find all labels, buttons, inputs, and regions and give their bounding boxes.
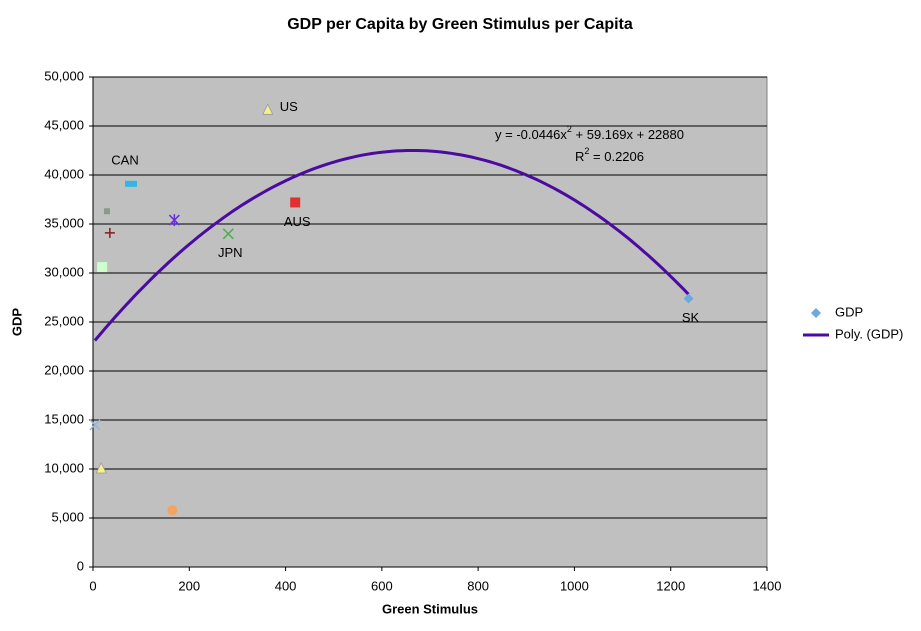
point [683,293,694,304]
y-tick-label: 10,000 [44,460,84,475]
y-tick-label: 45,000 [44,117,84,132]
y-tick-label: 25,000 [44,313,84,328]
x-axis-title: Green Stimulus [382,601,478,616]
point [97,262,108,273]
y-tick-label: 15,000 [44,411,84,426]
point [222,228,234,240]
y-tick-label: 0 [77,558,84,573]
x-tick-label: 200 [178,578,200,593]
x-tick-label: 800 [467,578,489,593]
point [89,419,101,431]
point [168,214,180,227]
point [95,462,107,474]
point [103,208,110,215]
y-tick-label: 5,000 [51,509,84,524]
legend-label: Poly. (GDP) [835,326,903,341]
point-label: AUS [284,214,311,229]
point-label: SK [682,310,700,325]
x-tick-label: 1200 [656,578,685,593]
x-tick-label: 0 [89,578,96,593]
y-tick-label: 20,000 [44,362,84,377]
equation-part: y = -0.0446x [495,127,567,142]
point-label: CAN [111,152,138,167]
superscript: 2 [584,146,589,156]
point [167,505,178,516]
point [290,197,301,208]
y-tick-label: 50,000 [44,68,84,83]
x-tick-label: 400 [275,578,297,593]
legend-label: GDP [835,304,863,319]
x-tick-label: 1000 [560,578,589,593]
equation-part: R [575,149,584,164]
point [104,227,115,238]
trendline-equation: R2 = 0.2206 [575,146,644,164]
point [262,103,274,115]
superscript: 2 [567,124,572,134]
chart-title: GDP per Capita by Green Stimulus per Cap… [287,16,633,33]
point-label: JPN [218,245,243,260]
trendline-equation: y = -0.0446x2 + 59.169x + 22880 [495,124,684,142]
y-tick-label: 30,000 [44,264,84,279]
equation-part: = 0.2206 [589,149,644,164]
equation-part: + 59.169x + 22880 [572,127,684,142]
legend-marker [811,308,821,318]
x-tick-label: 1400 [753,578,782,593]
trendline [93,149,690,342]
point-label: US [280,99,298,114]
x-tick-label: 600 [371,578,393,593]
y-tick-label: 35,000 [44,215,84,230]
y-tick-label: 40,000 [44,166,84,181]
y-axis-title: GDP [9,308,24,337]
point [125,180,138,187]
